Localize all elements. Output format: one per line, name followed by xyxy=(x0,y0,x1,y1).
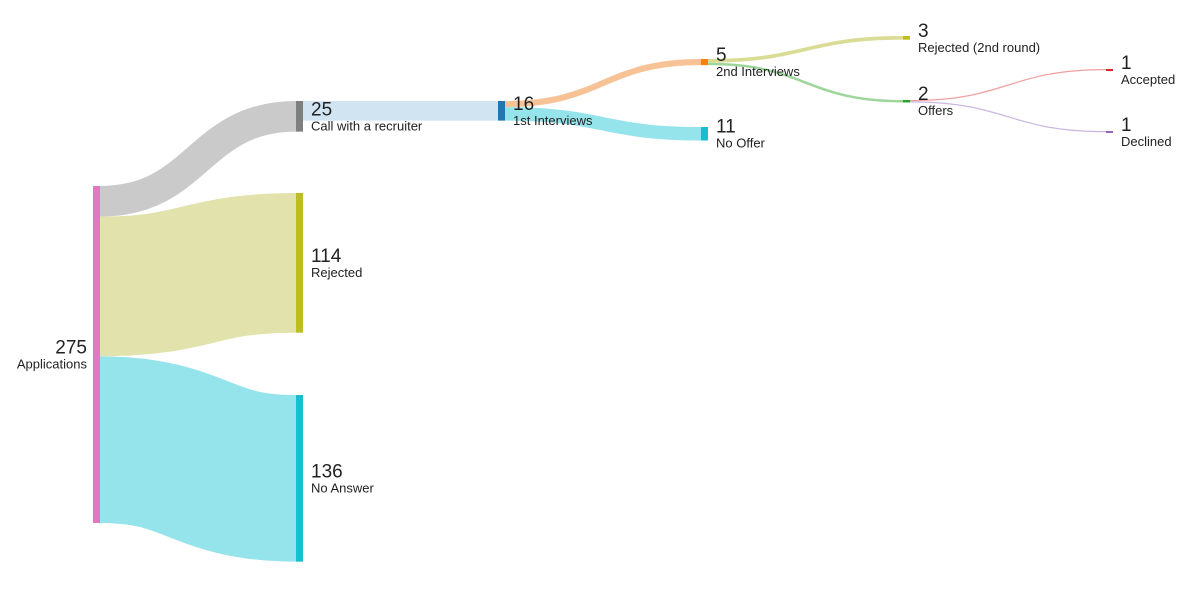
node-accepted-value: 1 xyxy=(1121,53,1132,74)
node-declined-label: Declined xyxy=(1121,134,1172,149)
link-interviews1-to-interviews2 xyxy=(504,58,702,108)
node-interviews1-label: 1st Interviews xyxy=(513,113,593,128)
node-interviews1 xyxy=(498,101,505,121)
node-offers xyxy=(903,100,910,103)
link-offers-to-accepted xyxy=(909,68,1107,102)
node-rejected-label: Rejected xyxy=(311,265,362,280)
node-rejected xyxy=(296,193,303,333)
node-applications-label: Applications xyxy=(17,357,88,372)
node-rejected2 xyxy=(903,36,910,40)
node-recruiter xyxy=(296,101,303,132)
node-declined-value: 1 xyxy=(1121,115,1132,136)
link-applications-to-rejected xyxy=(99,193,297,357)
node-offers-label: Offers xyxy=(918,103,954,118)
link-applications-to-no_answer xyxy=(98,356,298,562)
node-no_offer-value: 11 xyxy=(716,117,736,138)
node-interviews1-value: 16 xyxy=(513,94,534,115)
node-interviews2-value: 5 xyxy=(716,45,727,66)
link-interviews1-to-no_offer xyxy=(504,107,702,141)
node-rejected2-label: Rejected (2nd round) xyxy=(918,40,1040,55)
node-declined xyxy=(1106,131,1113,133)
node-interviews2 xyxy=(701,59,708,66)
node-no_answer xyxy=(296,395,303,562)
node-rejected2-value: 3 xyxy=(918,21,929,42)
node-accepted-label: Accepted xyxy=(1121,72,1175,87)
node-recruiter-value: 25 xyxy=(311,99,332,120)
link-offers-to-declined xyxy=(909,101,1107,133)
link-interviews2-to-rejected2 xyxy=(707,36,904,63)
node-no_answer-label: No Answer xyxy=(311,480,375,495)
node-no_answer-value: 136 xyxy=(311,461,343,482)
node-offers-value: 2 xyxy=(918,84,929,105)
link-applications-to-recruiter xyxy=(99,100,297,217)
node-no_offer xyxy=(701,127,708,141)
links-layer xyxy=(98,36,1107,562)
node-interviews2-label: 2nd Interviews xyxy=(716,64,800,79)
node-applications-value: 275 xyxy=(55,338,87,359)
node-rejected-value: 114 xyxy=(311,246,342,267)
node-no_offer-label: No Offer xyxy=(716,136,766,151)
nodes-layer xyxy=(93,36,1113,562)
node-accepted xyxy=(1106,69,1113,71)
node-recruiter-label: Call with a recruiter xyxy=(311,118,423,133)
link-interviews2-to-offers xyxy=(707,62,904,103)
node-applications xyxy=(93,186,100,523)
